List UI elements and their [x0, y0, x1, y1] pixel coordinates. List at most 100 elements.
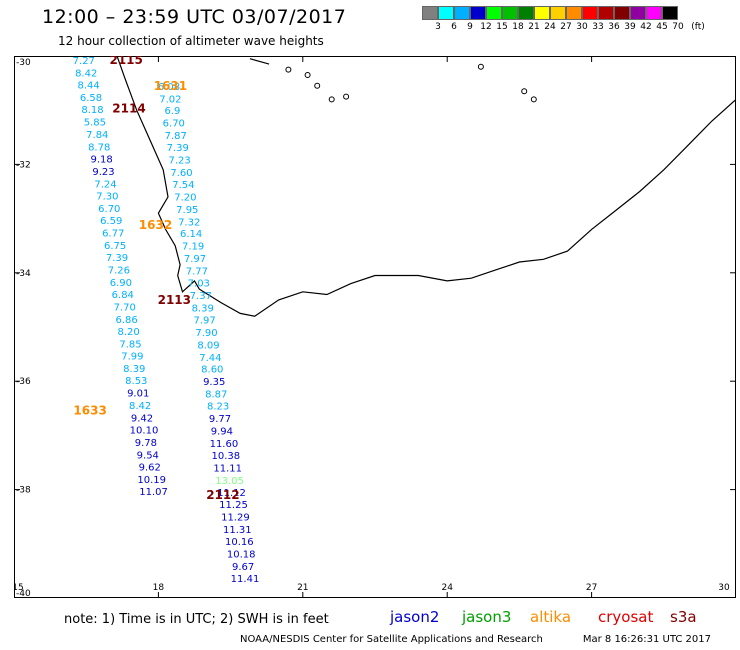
island-6	[521, 88, 528, 95]
color-legend: 3 6 9 12 15 18 21 24 27 30 33 36 39 42 45 70 (ft)	[422, 6, 740, 34]
legend-swatch-12	[470, 6, 486, 20]
legend-label-9: 9	[467, 22, 473, 32]
swh-value: 7.44	[199, 353, 221, 364]
swh-value: 11.11	[213, 463, 242, 474]
swh-value: 11.31	[223, 525, 252, 536]
legend-swatch-15	[486, 6, 502, 20]
swh-value: 7.85	[119, 339, 141, 350]
lat-tick-label: -38	[16, 486, 31, 496]
swh-value: 8.39	[192, 304, 214, 315]
legend-label-70: 70	[672, 22, 684, 32]
lon-tick-label: 18	[153, 583, 165, 593]
swh-value: 11.41	[231, 574, 260, 585]
lat-tick-label: -40	[16, 589, 31, 598]
swh-value: 8.42	[129, 401, 151, 412]
legend-swatch-27	[550, 6, 566, 20]
swh-value: 6.84	[112, 290, 134, 301]
swh-value: 5.85	[84, 118, 106, 129]
satellite-jason3: jason3	[462, 608, 512, 626]
swh-value: 7.26	[108, 266, 130, 277]
swh-value: 9.23	[92, 167, 114, 178]
lon-tick-label: 27	[586, 583, 597, 593]
swh-value: 7.70	[114, 302, 136, 313]
footnote: note: 1) Time is in UTC; 2) SWH is in fe…	[64, 612, 329, 627]
swh-value: 6.77	[102, 229, 124, 240]
swh-value: 10.18	[227, 550, 256, 561]
island-5	[477, 63, 484, 70]
lat-tick-label: -32	[16, 160, 31, 170]
page-subtitle: 12 hour collection of altimeter wave hei…	[58, 34, 324, 48]
legend-label-18: 18	[512, 22, 524, 32]
island-3	[328, 96, 335, 103]
swh-value: 6.58	[80, 93, 102, 104]
swh-value: 9.62	[139, 462, 161, 473]
page-title: 12:00 – 23:59 UTC 03/07/2017	[42, 6, 347, 28]
island-7	[530, 96, 537, 103]
swh-value: 11.29	[221, 513, 250, 524]
swh-value: 9.54	[137, 450, 159, 461]
lon-tick-label: 21	[297, 583, 308, 593]
credit-line: NOAA/NESDIS Center for Satellite Applica…	[240, 634, 711, 645]
coastline	[116, 56, 736, 317]
legend-swatch-24	[534, 6, 550, 20]
track-time-label: 2113	[158, 293, 191, 307]
swh-value: 9.35	[203, 377, 225, 388]
swh-value: 8.44	[77, 81, 99, 92]
island-0	[285, 66, 292, 73]
swh-value: 9.42	[131, 414, 153, 425]
legend-swatches	[422, 6, 740, 20]
swh-value: 9.77	[209, 414, 231, 425]
lat-tick-label: -30	[16, 58, 31, 68]
credit-text: NOAA/NESDIS Center for Satellite Applica…	[240, 634, 543, 645]
swh-value: 9.78	[135, 438, 157, 449]
generated-timestamp: Mar 8 16:26:31 UTC 2017	[582, 634, 711, 645]
wave-observations: 7.278.428.446.588.185.857.848.789.189.23…	[73, 56, 260, 585]
swh-value: 8.60	[201, 365, 223, 376]
swh-value: 8.53	[125, 376, 147, 387]
swh-value: 7.37	[190, 291, 212, 302]
swh-value: 8.18	[81, 105, 103, 116]
swh-value: 10.10	[130, 425, 159, 436]
swh-value: 10.16	[225, 537, 254, 548]
swh-value: 13.05	[215, 476, 244, 487]
legend-swatch-70	[662, 6, 678, 20]
swh-value: 7.90	[195, 328, 217, 339]
swh-value: 7.84	[86, 130, 108, 141]
swh-value: 7.39	[167, 143, 189, 154]
swh-value: 7.39	[106, 253, 128, 264]
legend-label-12: 12	[480, 22, 492, 32]
legend-unit: (ft)	[691, 22, 705, 32]
swh-value: 6.90	[110, 278, 132, 289]
legend-label-36: 36	[608, 22, 620, 32]
lon-tick-label: 15	[14, 583, 24, 593]
track-time-label: 1633	[73, 404, 106, 418]
swh-value: 7.99	[121, 352, 143, 363]
lon-tick-label: 24	[441, 583, 453, 593]
legend-label-3: 3	[435, 22, 441, 32]
legend-swatch-30	[566, 6, 582, 20]
swh-value: 6.59	[100, 216, 122, 227]
swh-value: 11.12	[217, 488, 246, 499]
map-frame	[14, 56, 736, 598]
legend-swatch-36	[598, 6, 614, 20]
swh-value: 9.67	[232, 562, 254, 573]
legend-label-42: 42	[640, 22, 652, 32]
islands	[285, 63, 537, 103]
swh-value: 6.08	[158, 82, 180, 93]
legend-swatch-21	[518, 6, 534, 20]
swh-value: 8.23	[207, 402, 229, 413]
track-time-labels: 2115 1631 2114 1632 2113 1633 2112	[73, 56, 239, 502]
swh-value: 7.02	[159, 94, 181, 105]
swh-value: 7.03	[188, 279, 210, 290]
swh-value: 7.23	[168, 156, 190, 167]
swh-value: 7.97	[193, 315, 215, 326]
legend-swatch-39	[614, 6, 630, 20]
swh-value: 8.87	[205, 390, 227, 401]
coastline-fragment	[249, 58, 270, 65]
lat-tick-label: -34	[16, 269, 31, 279]
coastline-path	[116, 56, 736, 317]
swh-value: 9.94	[211, 427, 233, 438]
legend-swatch-42	[630, 6, 646, 20]
legend-label-30: 30	[576, 22, 588, 32]
swh-value: 8.78	[88, 143, 110, 154]
